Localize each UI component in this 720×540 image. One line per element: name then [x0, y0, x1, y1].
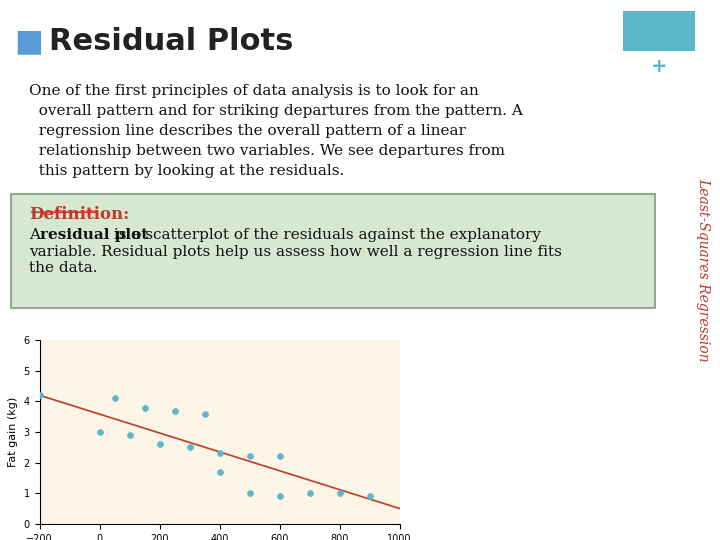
Point	[139, 403, 150, 412]
Text: +: +	[651, 57, 667, 76]
Point	[94, 428, 105, 436]
Text: Residual Plots: Residual Plots	[49, 27, 293, 56]
Point	[184, 443, 195, 451]
Text: (a): (a)	[46, 512, 62, 522]
Point	[214, 449, 225, 458]
Point	[364, 492, 375, 501]
Text: ■: ■	[14, 27, 43, 56]
Point	[154, 440, 166, 449]
Text: is a scatterplot of the residuals against the explanatory: is a scatterplot of the residuals agains…	[109, 228, 541, 242]
Text: residual plot: residual plot	[40, 228, 148, 242]
Text: One of the first principles of data analysis is to look for an
  overall pattern: One of the first principles of data anal…	[29, 84, 523, 178]
FancyBboxPatch shape	[11, 194, 655, 308]
Text: Definition:: Definition:	[29, 206, 129, 223]
Point	[244, 489, 256, 497]
Point	[34, 391, 45, 400]
FancyBboxPatch shape	[623, 11, 695, 51]
Point	[274, 492, 285, 501]
Text: Least-Squares Regression: Least-Squares Regression	[696, 178, 711, 362]
Text: the data.: the data.	[29, 261, 97, 275]
Point	[274, 452, 285, 461]
Text: A: A	[29, 228, 45, 242]
Point	[304, 489, 315, 497]
Y-axis label: Fat gain (kg): Fat gain (kg)	[8, 397, 18, 467]
Point	[169, 406, 181, 415]
Point	[109, 394, 120, 403]
Point	[244, 452, 256, 461]
Point	[199, 409, 210, 418]
Text: variable. Residual plots help us assess how well a regression line fits: variable. Residual plots help us assess …	[29, 245, 562, 259]
Point	[334, 489, 346, 497]
Point	[124, 431, 135, 440]
Point	[214, 468, 225, 476]
